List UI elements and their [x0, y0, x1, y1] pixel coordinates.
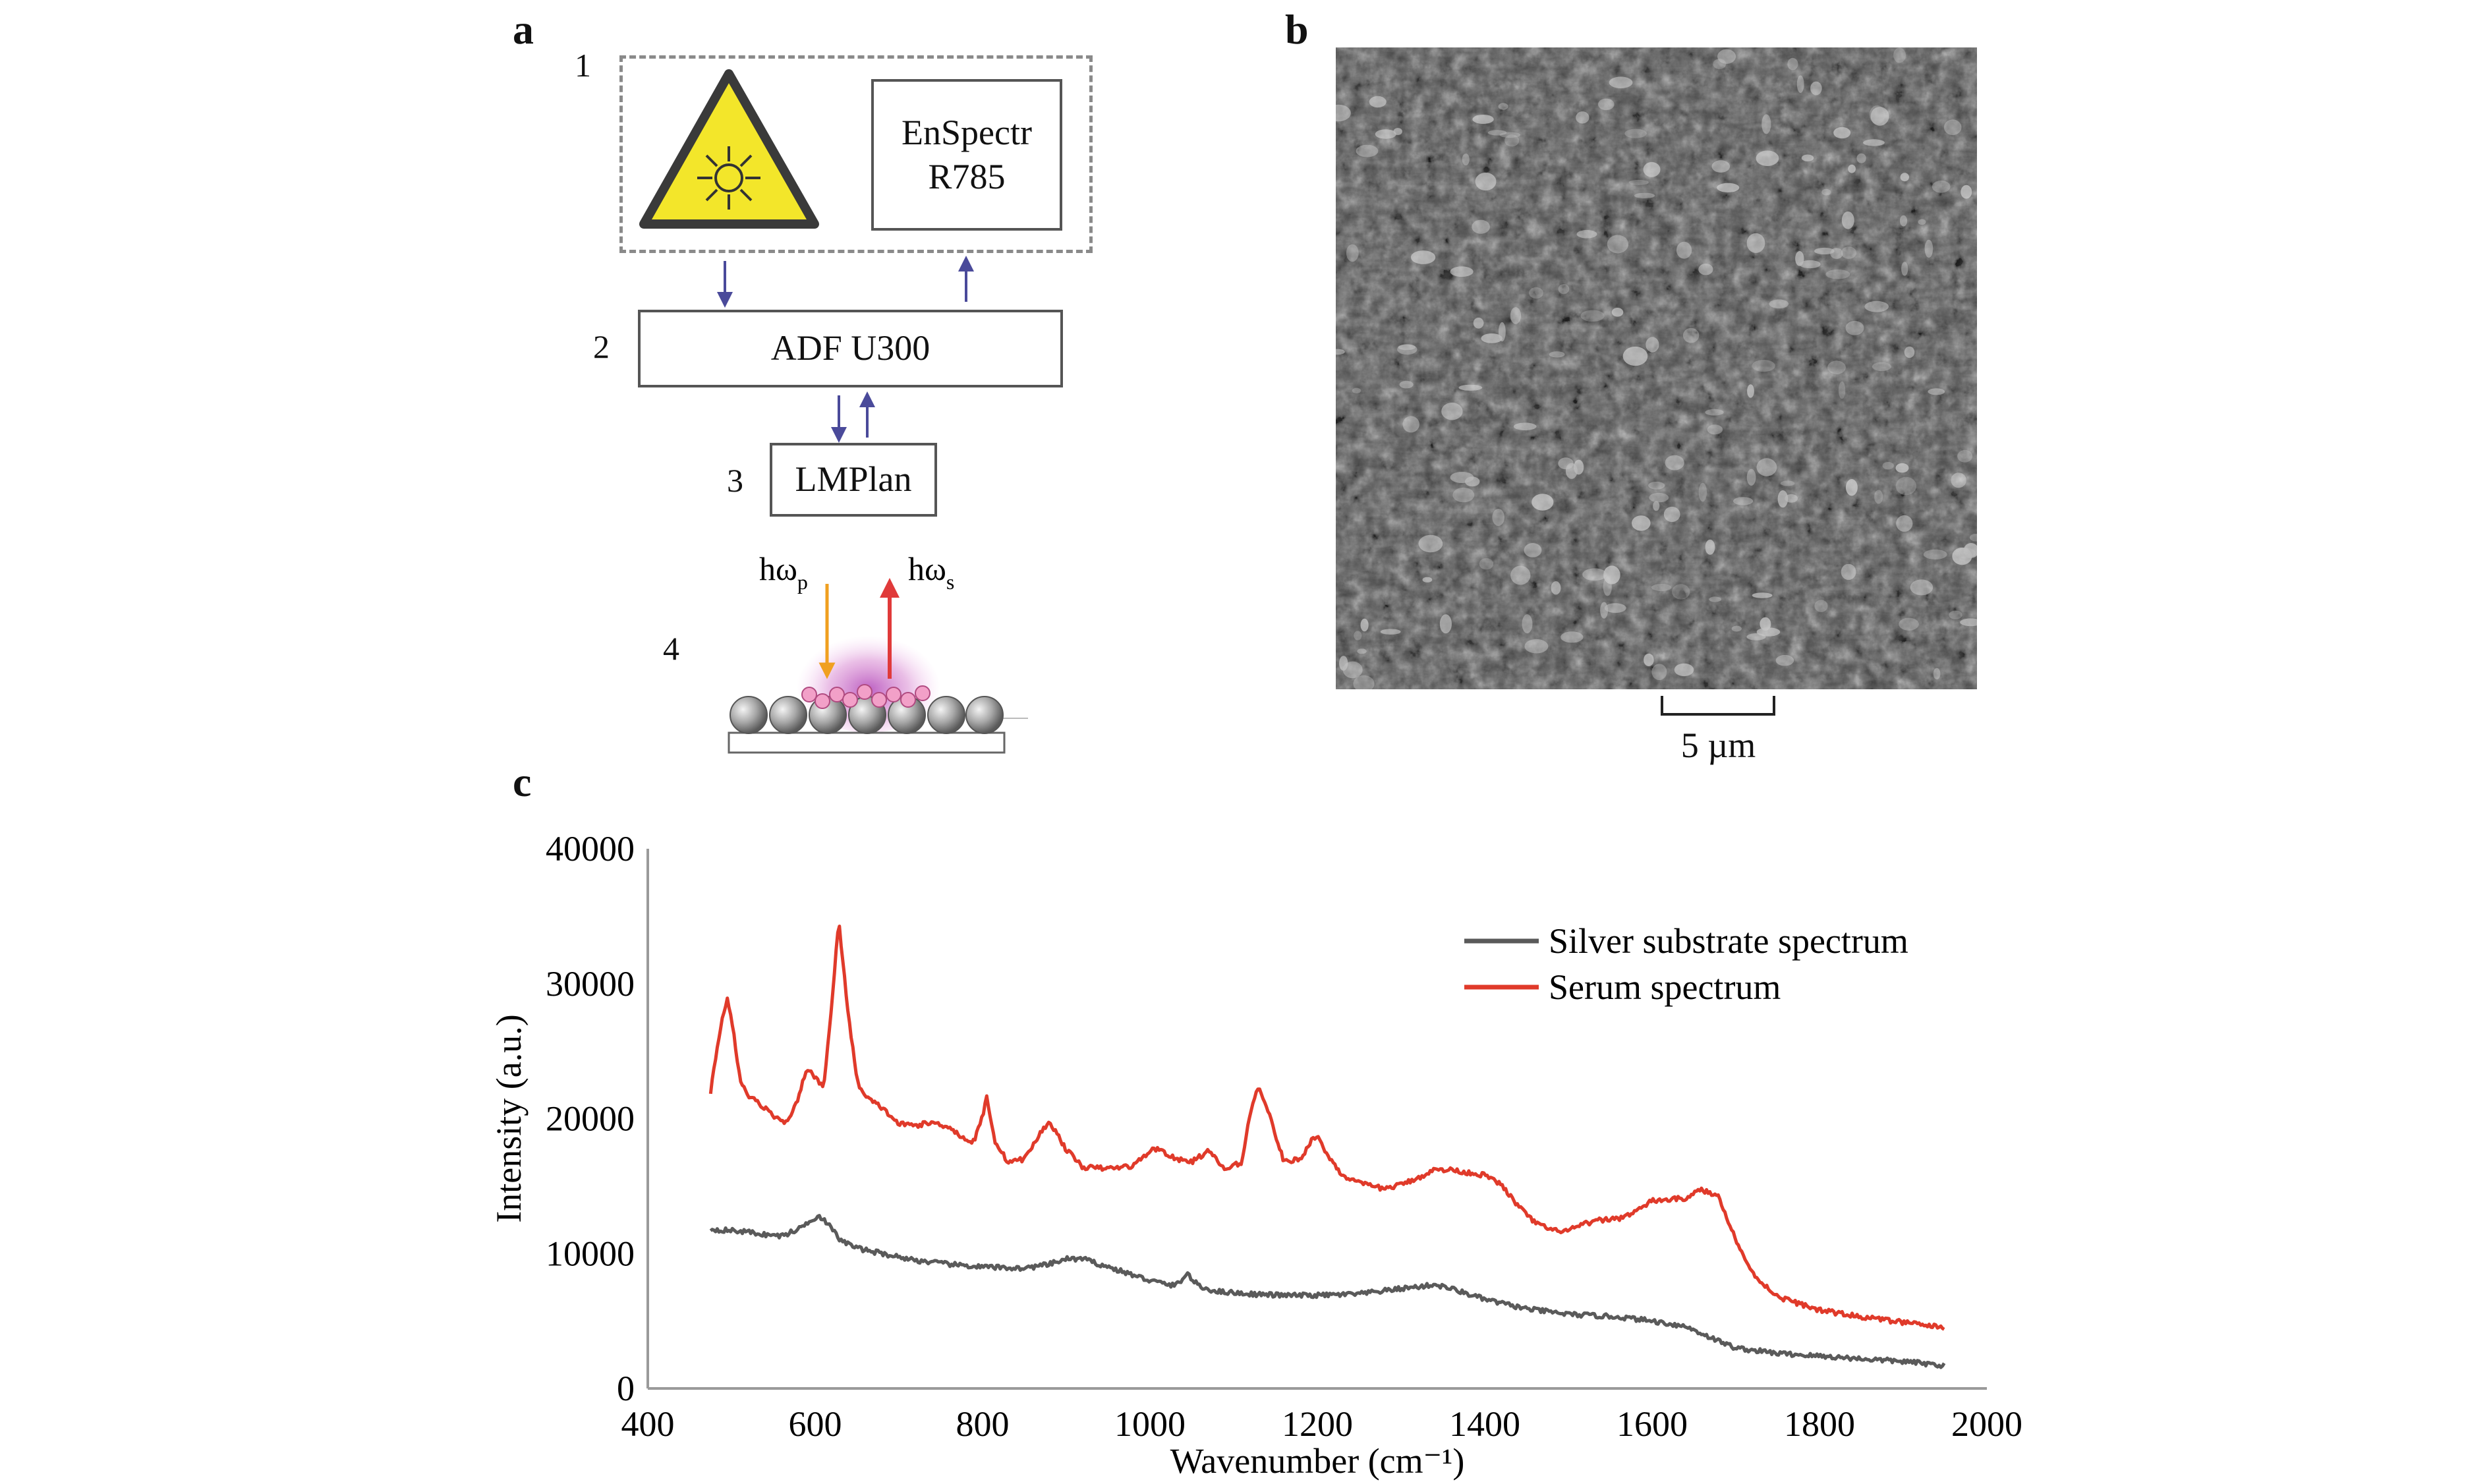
x-tick-label: 1600	[1617, 1404, 1688, 1444]
laser-warning-icon	[639, 69, 819, 229]
x-tick-label: 600	[789, 1404, 842, 1444]
adf-box: ADF U300	[638, 310, 1063, 387]
laser-spectrometer-enclosure	[619, 55, 1093, 253]
silver-substrate-series-line	[709, 1214, 1946, 1369]
stokes-photon-label: hωs	[908, 550, 954, 594]
spectrometer-name-line2: R785	[928, 157, 1006, 196]
component-number-4: 4	[663, 630, 679, 667]
x-tick-label: 1200	[1282, 1404, 1353, 1444]
y-tick-label: 30000	[546, 964, 635, 1004]
y-tick-label: 0	[617, 1369, 635, 1408]
x-axis-label: Wavenumber (cm⁻¹)	[1170, 1441, 1465, 1481]
panel-label-b: b	[1285, 6, 1309, 53]
setup-diagram: hωp hωs	[639, 69, 1028, 754]
objective-box: LMPlan	[770, 443, 937, 517]
nanoparticle-substrate-icon	[728, 578, 1028, 754]
pump-photon-label: hωp	[759, 550, 808, 594]
panel-label-a: a	[513, 6, 534, 53]
legend-label: Serum spectrum	[1549, 967, 1781, 1007]
x-tick-labels: 400 600 800 1000 1200 1400 1600 1800 2000	[621, 1404, 2023, 1444]
chart-series	[708, 925, 1946, 1369]
x-tick-label: 1000	[1114, 1404, 1186, 1444]
y-tick-label: 10000	[546, 1234, 635, 1273]
raman-spectra-chart: 400 600 800 1000 1200 1400 1600 1800 2000 0 10000…	[489, 829, 2023, 1481]
x-tick-label: 400	[621, 1404, 675, 1444]
y-tick-label: 40000	[546, 829, 635, 869]
scale-bar	[1661, 696, 1775, 716]
spectrometer-box: EnSpectr R785	[871, 79, 1062, 231]
serum-series-line	[708, 925, 1945, 1331]
sem-micrograph	[1336, 47, 1977, 689]
chart-legend: Silver substrate spectrum Serum spectrum	[1464, 921, 1908, 1007]
y-tick-label: 20000	[546, 1099, 635, 1139]
panel-label-c: c	[513, 758, 532, 805]
silver-nanoparticles	[730, 696, 1004, 734]
scale-bar-label: 5 µm	[1680, 726, 1756, 765]
x-tick-label: 800	[956, 1404, 1010, 1444]
legend-label: Silver substrate spectrum	[1549, 921, 1908, 961]
x-tick-label: 2000	[1951, 1404, 2022, 1444]
y-axis-label: Intensity (a.u.)	[489, 1014, 529, 1222]
y-tick-labels: 0 10000 20000 30000 40000	[546, 829, 635, 1408]
x-tick-label: 1800	[1784, 1404, 1855, 1444]
flow-arrows	[717, 256, 974, 443]
chart-axes	[646, 849, 1987, 1390]
silver-particle-clusters	[1336, 47, 1977, 689]
spectrometer-name-line1: EnSpectr	[902, 112, 1032, 152]
component-number-2: 2	[593, 328, 610, 365]
analyte-molecules	[801, 684, 931, 709]
component-number-3: 3	[727, 462, 743, 499]
component-number-1: 1	[575, 47, 591, 84]
x-tick-label: 1400	[1449, 1404, 1520, 1444]
